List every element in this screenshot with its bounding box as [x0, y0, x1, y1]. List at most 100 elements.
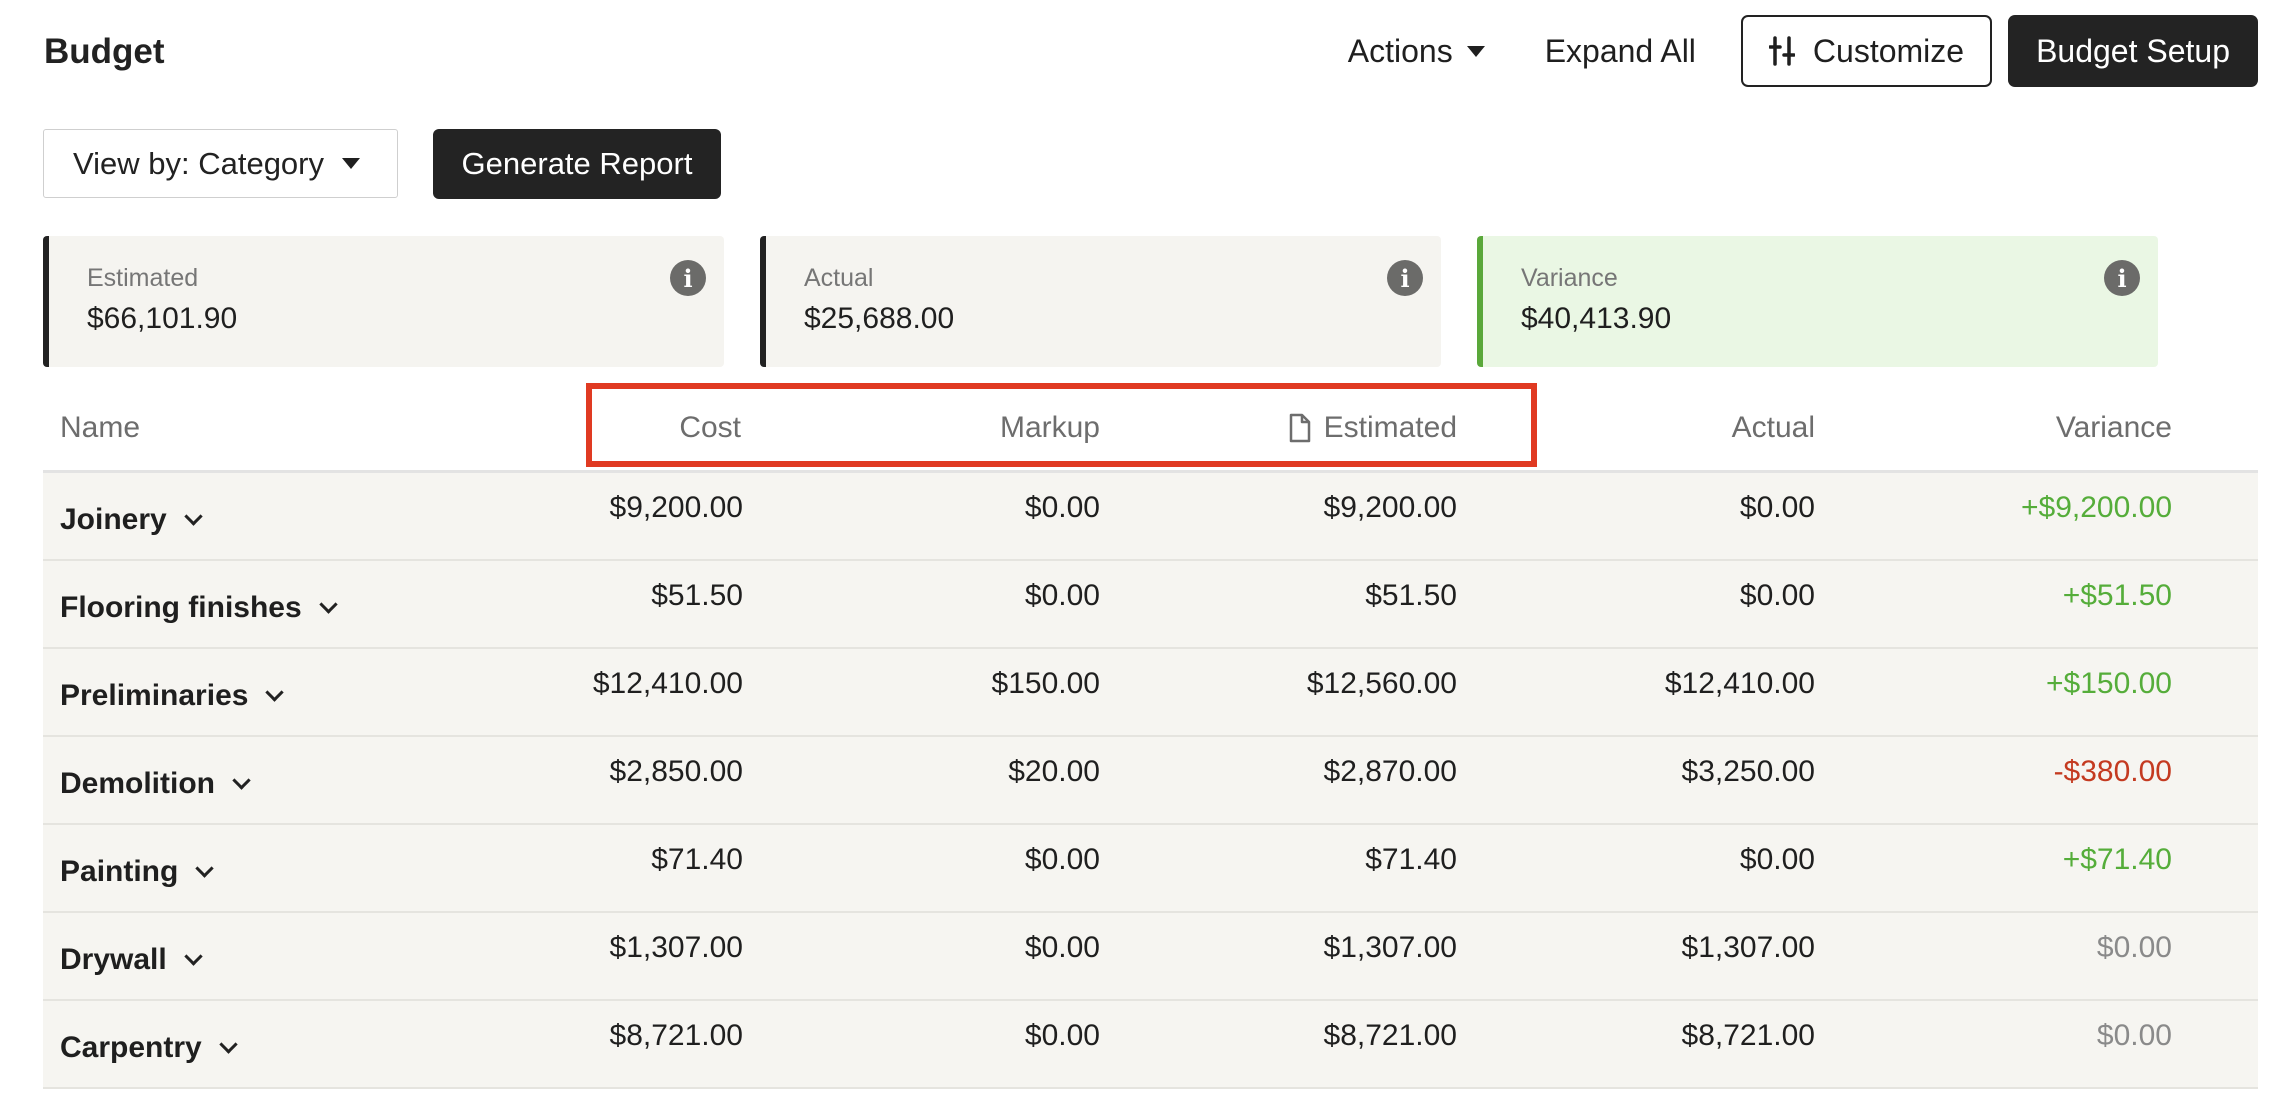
variance-value: +$9,200.00: [2021, 491, 2172, 524]
table-row[interactable]: Preliminaries $12,410.00 $150.00 $12,560.00…: [43, 649, 2258, 737]
estimated-value: $12,560.00: [1306, 667, 1457, 700]
markup-value: $20.00: [1008, 755, 1100, 788]
variance-value: +$51.50: [2062, 579, 2172, 612]
estimated-label: Estimated: [87, 264, 199, 292]
sliders-icon: [1768, 36, 1795, 66]
variance-label: Variance: [1521, 264, 1618, 292]
actual-summary-card: Actual $25,688.00 i: [760, 236, 1441, 367]
variance-value: $0.00: [2096, 931, 2172, 964]
generate-report-button[interactable]: Generate Report: [433, 129, 721, 199]
category-name-label: Demolition: [60, 767, 215, 800]
cost-value: $51.50: [651, 579, 743, 612]
cost-value: $12,410.00: [592, 667, 743, 700]
category-name-label: Preliminaries: [60, 679, 249, 712]
budget-setup-button[interactable]: Budget Setup: [2008, 15, 2258, 87]
column-header-cost[interactable]: Cost: [679, 411, 741, 444]
info-icon[interactable]: i: [670, 260, 706, 296]
estimated-value: $9,200.00: [1323, 491, 1457, 524]
estimated-value: $71.40: [1365, 843, 1457, 876]
column-header-actual[interactable]: Actual: [1731, 411, 1815, 444]
chevron-down-icon[interactable]: [232, 770, 251, 790]
category-name[interactable]: Painting: [60, 837, 215, 907]
actions-label: Actions: [1347, 32, 1453, 69]
actual-value: $25,688.00: [804, 302, 955, 335]
category-name[interactable]: Flooring finishes: [60, 573, 338, 643]
info-icon[interactable]: i: [1387, 260, 1423, 296]
markup-value: $0.00: [1024, 931, 1100, 964]
category-name-label: Carpentry: [60, 1031, 202, 1064]
column-header-markup[interactable]: Markup: [999, 411, 1100, 444]
category-name[interactable]: Drywall: [60, 925, 203, 995]
document-icon: [1288, 413, 1312, 443]
expand-all-button[interactable]: Expand All: [1544, 32, 1696, 69]
cost-value: $2,850.00: [609, 755, 743, 788]
table-row[interactable]: Drywall $1,307.00 $0.00 $1,307.00 $1,307.00 $…: [43, 913, 2258, 1001]
estimated-value: $1,307.00: [1323, 931, 1457, 964]
actual-value: $3,250.00: [1681, 755, 1815, 788]
category-name-label: Painting: [60, 855, 179, 888]
cost-value: $9,200.00: [609, 491, 743, 524]
page-title: Budget: [44, 32, 165, 71]
customize-button[interactable]: Customize: [1740, 15, 1993, 87]
column-header-estimated[interactable]: Estimated: [1157, 383, 1457, 473]
cost-value: $1,307.00: [609, 931, 743, 964]
category-name[interactable]: Demolition: [60, 749, 251, 819]
estimated-summary-card: Estimated $66,101.90 i: [43, 236, 724, 367]
column-header-variance[interactable]: Variance: [2055, 411, 2172, 444]
caret-down-icon: [1466, 45, 1485, 57]
customize-label: Customize: [1812, 32, 1965, 69]
table-row[interactable]: Painting $71.40 $0.00 $71.40 $0.00 +$71.40: [43, 825, 2258, 913]
header-actions: Actions Expand All Customize Budget Setu…: [1348, 15, 2258, 87]
markup-value: $0.00: [1024, 491, 1100, 524]
chevron-down-icon[interactable]: [195, 858, 215, 878]
estimated-value: $2,870.00: [1323, 755, 1457, 788]
chevron-down-icon[interactable]: [184, 946, 203, 966]
caret-down-icon: [342, 158, 360, 169]
variance-value: $40,413.90: [1521, 302, 1672, 335]
category-name-label: Joinery: [60, 503, 167, 536]
estimated-column-label: Estimated: [1323, 411, 1457, 444]
markup-value: $150.00: [991, 667, 1100, 700]
column-header-name[interactable]: Name: [60, 411, 141, 444]
info-icon[interactable]: i: [2104, 260, 2140, 296]
chevron-down-icon[interactable]: [265, 682, 285, 702]
actual-value: $0.00: [1739, 579, 1815, 612]
budget-table: Name Cost Markup Estimated Actual Varian…: [43, 383, 2258, 1089]
table-row[interactable]: Flooring finishes $51.50 $0.00 $51.50 $0.00 +…: [43, 561, 2258, 649]
variance-value: -$380.00: [2053, 755, 2172, 788]
markup-value: $0.00: [1024, 579, 1100, 612]
chevron-down-icon[interactable]: [184, 506, 203, 526]
table-row[interactable]: Carpentry $8,721.00 $0.00 $8,721.00 $8,721.0…: [43, 1001, 2258, 1089]
actual-label: Actual: [804, 264, 874, 292]
chevron-down-icon[interactable]: [219, 1034, 238, 1054]
view-by-select[interactable]: View by: Category: [43, 129, 398, 198]
category-name[interactable]: Carpentry: [60, 1013, 238, 1083]
actual-value: $0.00: [1739, 491, 1815, 524]
variance-value: +$71.40: [2062, 843, 2172, 876]
markup-value: $0.00: [1024, 843, 1100, 876]
table-body: Joinery $9,200.00 $0.00 $9,200.00 $0.00 +$9,2…: [43, 473, 2258, 1089]
actual-value: $12,410.00: [1664, 667, 1815, 700]
estimated-value: $66,101.90: [87, 302, 238, 335]
actual-value: $8,721.00: [1681, 1019, 1815, 1052]
view-by-label: View by: Category: [73, 145, 324, 181]
variance-summary-card: Variance $40,413.90 i: [1477, 236, 2158, 367]
actual-value: $1,307.00: [1681, 931, 1815, 964]
cost-value: $71.40: [651, 843, 743, 876]
table-header: Name Cost Markup Estimated Actual Varian…: [43, 383, 2258, 473]
actual-value: $0.00: [1739, 843, 1815, 876]
estimated-value: $51.50: [1365, 579, 1457, 612]
cost-value: $8,721.00: [609, 1019, 743, 1052]
category-name[interactable]: Preliminaries: [60, 661, 285, 731]
estimated-value: $8,721.00: [1323, 1019, 1457, 1052]
table-row[interactable]: Joinery $9,200.00 $0.00 $9,200.00 $0.00 +$9,2…: [43, 473, 2258, 561]
actions-dropdown[interactable]: Actions: [1348, 33, 1485, 70]
category-name[interactable]: Joinery: [60, 485, 203, 555]
category-name-label: Flooring finishes: [60, 591, 302, 624]
variance-value: +$150.00: [2046, 667, 2172, 700]
chevron-down-icon[interactable]: [318, 594, 338, 614]
category-name-label: Drywall: [60, 943, 167, 976]
markup-value: $0.00: [1024, 1019, 1100, 1052]
variance-value: $0.00: [2096, 1019, 2172, 1052]
table-row[interactable]: Demolition $2,850.00 $20.00 $2,870.00 $3,250…: [43, 737, 2258, 825]
